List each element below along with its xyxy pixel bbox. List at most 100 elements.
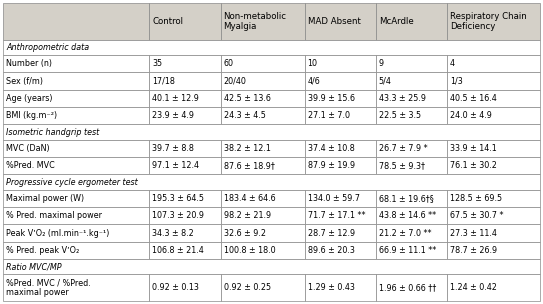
Text: 39.7 ± 8.8: 39.7 ± 8.8 xyxy=(153,144,194,153)
Bar xyxy=(305,140,376,157)
Text: 43.8 ± 14.6 **: 43.8 ± 14.6 ** xyxy=(379,211,436,220)
Text: %Pred. MVC: %Pred. MVC xyxy=(6,161,55,170)
Text: Non-metabolic
Myalgia: Non-metabolic Myalgia xyxy=(224,12,287,31)
Text: 67.5 ± 30.7 *: 67.5 ± 30.7 * xyxy=(450,211,503,220)
Text: Progressive cycle ergometer test: Progressive cycle ergometer test xyxy=(6,178,138,187)
Bar xyxy=(149,275,220,301)
Bar xyxy=(376,3,447,40)
Text: 26.7 ± 7.9 *: 26.7 ± 7.9 * xyxy=(379,144,427,153)
Text: 33.9 ± 14.1: 33.9 ± 14.1 xyxy=(450,144,497,153)
Text: 76.1 ± 30.2: 76.1 ± 30.2 xyxy=(450,161,497,170)
Bar xyxy=(149,3,220,40)
Bar xyxy=(447,157,540,174)
Text: 71.7 ± 17.1 **: 71.7 ± 17.1 ** xyxy=(308,211,365,220)
Text: Respiratory Chain
Deficiency: Respiratory Chain Deficiency xyxy=(450,12,527,31)
Bar xyxy=(149,90,220,107)
Bar xyxy=(3,140,149,157)
Text: 100.8 ± 18.0: 100.8 ± 18.0 xyxy=(224,246,275,255)
Bar xyxy=(149,107,220,124)
Bar xyxy=(447,72,540,90)
Text: 68.1 ± 19.6†§: 68.1 ± 19.6†§ xyxy=(379,194,433,203)
Text: 32.6 ± 9.2: 32.6 ± 9.2 xyxy=(224,229,266,238)
Text: 5/4: 5/4 xyxy=(379,77,392,85)
Bar xyxy=(149,224,220,242)
Text: 20/40: 20/40 xyxy=(224,77,247,85)
Bar xyxy=(149,72,220,90)
Text: 183.4 ± 64.6: 183.4 ± 64.6 xyxy=(224,194,275,203)
Text: Anthropometric data: Anthropometric data xyxy=(6,43,89,52)
Text: 87.6 ± 18.9†: 87.6 ± 18.9† xyxy=(224,161,274,170)
Text: 24.3 ± 4.5: 24.3 ± 4.5 xyxy=(224,111,266,120)
Bar xyxy=(220,224,305,242)
Bar xyxy=(376,107,447,124)
Bar xyxy=(447,242,540,259)
Bar xyxy=(220,242,305,259)
Text: 10: 10 xyxy=(308,59,318,68)
Bar xyxy=(3,3,149,40)
Bar xyxy=(3,174,540,190)
Text: 89.6 ± 20.3: 89.6 ± 20.3 xyxy=(308,246,355,255)
Bar xyxy=(447,275,540,301)
Bar xyxy=(305,157,376,174)
Bar xyxy=(305,207,376,224)
Bar xyxy=(376,242,447,259)
Bar xyxy=(3,242,149,259)
Text: Control: Control xyxy=(153,17,184,26)
Text: 78.7 ± 26.9: 78.7 ± 26.9 xyxy=(450,246,497,255)
Bar xyxy=(447,107,540,124)
Text: 38.2 ± 12.1: 38.2 ± 12.1 xyxy=(224,144,270,153)
Bar xyxy=(447,3,540,40)
Text: Peak VʼO₂ (ml.min⁻¹.kg⁻¹): Peak VʼO₂ (ml.min⁻¹.kg⁻¹) xyxy=(6,229,109,238)
Text: 39.9 ± 15.6: 39.9 ± 15.6 xyxy=(308,94,355,103)
Bar xyxy=(305,107,376,124)
Text: 4/6: 4/6 xyxy=(308,77,320,85)
Text: 9: 9 xyxy=(379,59,384,68)
Text: 107.3 ± 20.9: 107.3 ± 20.9 xyxy=(153,211,204,220)
Text: Sex (f/m): Sex (f/m) xyxy=(6,77,43,85)
Bar xyxy=(3,157,149,174)
Bar xyxy=(376,90,447,107)
Text: 78.5 ± 9.3†: 78.5 ± 9.3† xyxy=(379,161,425,170)
Text: 43.3 ± 25.9: 43.3 ± 25.9 xyxy=(379,94,426,103)
Bar xyxy=(149,242,220,259)
Bar xyxy=(220,107,305,124)
Text: 23.9 ± 4.9: 23.9 ± 4.9 xyxy=(153,111,194,120)
Text: 27.3 ± 11.4: 27.3 ± 11.4 xyxy=(450,229,497,238)
Bar xyxy=(447,224,540,242)
Bar xyxy=(220,72,305,90)
Text: 1.29 ± 0.43: 1.29 ± 0.43 xyxy=(308,283,355,292)
Bar xyxy=(447,90,540,107)
Text: 1.96 ± 0.66 ††: 1.96 ± 0.66 †† xyxy=(379,283,436,292)
Bar xyxy=(3,259,540,275)
Text: 24.0 ± 4.9: 24.0 ± 4.9 xyxy=(450,111,492,120)
Text: 97.1 ± 12.4: 97.1 ± 12.4 xyxy=(153,161,199,170)
Bar xyxy=(149,190,220,207)
Text: % Pred. maximal power: % Pred. maximal power xyxy=(6,211,102,220)
Text: Number (n): Number (n) xyxy=(6,59,52,68)
Text: 128.5 ± 69.5: 128.5 ± 69.5 xyxy=(450,194,502,203)
Text: 4: 4 xyxy=(450,59,455,68)
Bar xyxy=(376,190,447,207)
Bar xyxy=(3,90,149,107)
Bar xyxy=(447,190,540,207)
Bar xyxy=(305,275,376,301)
Bar xyxy=(305,224,376,242)
Bar xyxy=(3,190,149,207)
Bar xyxy=(220,190,305,207)
Text: 35: 35 xyxy=(153,59,162,68)
Text: 40.1 ± 12.9: 40.1 ± 12.9 xyxy=(153,94,199,103)
Text: 28.7 ± 12.9: 28.7 ± 12.9 xyxy=(308,229,355,238)
Text: MAD Absent: MAD Absent xyxy=(308,17,361,26)
Bar xyxy=(305,190,376,207)
Text: 40.5 ± 16.4: 40.5 ± 16.4 xyxy=(450,94,497,103)
Text: %Pred. MVC / %Pred.
maximal power: %Pred. MVC / %Pred. maximal power xyxy=(6,278,91,297)
Bar xyxy=(149,140,220,157)
Text: 22.5 ± 3.5: 22.5 ± 3.5 xyxy=(379,111,421,120)
Text: 195.3 ± 64.5: 195.3 ± 64.5 xyxy=(153,194,204,203)
Text: Age (years): Age (years) xyxy=(6,94,53,103)
Text: 0.92 ± 0.13: 0.92 ± 0.13 xyxy=(153,283,199,292)
Bar xyxy=(3,72,149,90)
Bar xyxy=(3,107,149,124)
Bar xyxy=(3,55,149,72)
Bar xyxy=(220,275,305,301)
